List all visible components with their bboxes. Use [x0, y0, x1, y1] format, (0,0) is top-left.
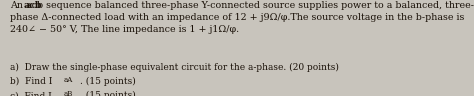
Text: aA: aA: [64, 76, 73, 84]
Text: An acb sequence balanced three-phase Y-connected source supplies power to a bala: An acb sequence balanced three-phase Y-c…: [10, 1, 474, 34]
Text: acb: acb: [24, 1, 42, 10]
Text: b)  Find I: b) Find I: [10, 77, 53, 86]
Text: aB: aB: [64, 90, 73, 96]
Text: a)  Draw the single-phase equivalent circuit for the a-phase. (20 points): a) Draw the single-phase equivalent circ…: [10, 63, 339, 72]
Text: . (15 points): . (15 points): [80, 77, 136, 86]
Text: . (15 points): . (15 points): [80, 91, 136, 96]
Text: c)  Find I: c) Find I: [10, 91, 52, 96]
